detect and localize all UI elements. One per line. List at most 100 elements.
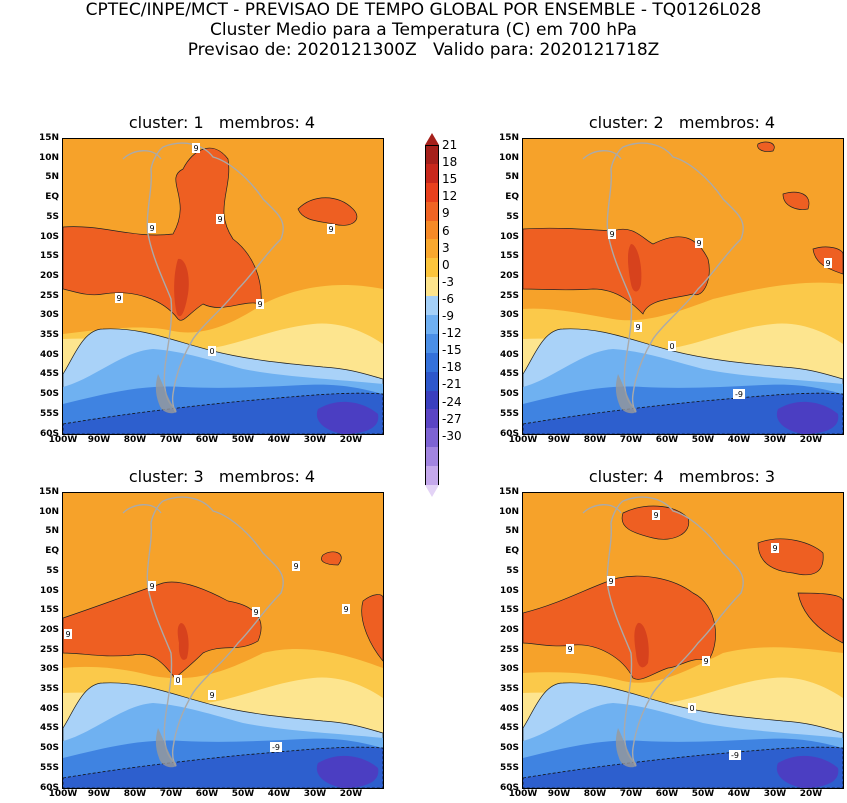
colorbar-swatch	[425, 163, 439, 183]
temp-band-minus12-minus9	[523, 746, 843, 788]
lon-tick-label: 50W	[691, 789, 715, 799]
contour-label: 9	[634, 322, 642, 332]
colorbar-swatch	[425, 409, 439, 429]
lon-tick-label: 90W	[547, 789, 571, 799]
lat-tick-label: 10N	[498, 506, 519, 517]
temperature-map: 9 9 9 9 9 9 0	[63, 139, 383, 434]
lon-tick-label: 30W	[763, 435, 787, 445]
svg-text:-9: -9	[735, 390, 743, 399]
lat-tick-label: 35S	[499, 684, 519, 694]
lon-tick-label: 20W	[339, 789, 363, 799]
lon-tick-label: 50W	[231, 789, 255, 799]
svg-text:9: 9	[328, 225, 333, 234]
svg-text:9: 9	[209, 691, 214, 700]
temp-band-12-15	[634, 622, 649, 668]
svg-text:9: 9	[567, 645, 572, 654]
lat-tick-label: 55S	[39, 408, 59, 419]
svg-text:0: 0	[669, 342, 674, 351]
colorbar-swatch	[425, 145, 439, 164]
lat-tick-label: 25S	[499, 290, 519, 301]
lat-tick-label: 20S	[39, 624, 59, 635]
lat-tick-label: 15N	[498, 487, 519, 497]
contour-label: 9	[148, 223, 156, 233]
lat-tick-label: 10S	[499, 231, 519, 242]
colorbar-swatch	[425, 258, 439, 278]
colorbar-label: 15	[442, 172, 458, 187]
colorbar-swatch	[425, 182, 439, 202]
lon-tick-label: 80W	[123, 789, 147, 799]
svg-text:9: 9	[193, 144, 198, 153]
contour-label: 0	[668, 341, 676, 351]
lat-tick-label: 30S	[39, 664, 59, 675]
colorbar-label: -24	[442, 394, 462, 409]
lat-tick-label: 40S	[39, 703, 59, 714]
temperature-map: 9 9 9 9 9 0 -9	[523, 493, 843, 788]
panel-title: cluster: 2 membros: 4	[588, 113, 776, 132]
lat-tick-label: 50S	[39, 743, 59, 754]
map-panel-cluster-1: 9 9 9 9 9 9 0	[62, 138, 384, 435]
lat-tick-label: EQ	[505, 546, 519, 557]
lat-tick-label: EQ	[45, 546, 59, 557]
contour-label: -9	[729, 750, 741, 760]
lat-tick-label: 40S	[499, 349, 519, 360]
lat-tick-label: 20S	[499, 624, 519, 635]
patagonia-landmass	[615, 728, 637, 768]
colorbar-bottom-arrow	[425, 485, 439, 498]
lon-tick-label: 100W	[508, 435, 538, 445]
lon-tick-label: 20W	[799, 435, 823, 445]
svg-text:9: 9	[653, 511, 658, 520]
temp-band-12-15	[174, 258, 189, 317]
patagonia-landmass	[155, 374, 177, 414]
colorbar-swatch	[425, 277, 439, 297]
colorbar-label: -18	[442, 360, 462, 375]
svg-text:9: 9	[149, 224, 154, 233]
temp-band-9-12	[63, 551, 383, 679]
lat-tick-label: 10N	[38, 506, 59, 517]
colorbar-swatch	[425, 466, 439, 486]
contour-label: 9	[566, 644, 574, 654]
lat-tick-label: 25S	[39, 290, 59, 301]
lat-tick-label: 20S	[39, 270, 59, 281]
colorbar-label: 21	[442, 138, 458, 152]
lon-tick-label: 40W	[267, 435, 291, 445]
svg-text:9: 9	[116, 294, 121, 303]
lon-tick-label: 90W	[87, 435, 111, 445]
temperature-map: 9 9 9 9 9 0 9 -9	[63, 493, 383, 788]
svg-text:0: 0	[209, 347, 214, 356]
continent-outline	[582, 496, 744, 767]
contour-label: 9	[148, 581, 156, 591]
map-panel-cluster-2: 9 9 9 9 0 -9	[522, 138, 844, 435]
colorbar-swatch	[425, 296, 439, 316]
lat-tick-label: 10N	[498, 152, 519, 163]
colorbar-label: -9	[442, 309, 454, 323]
svg-text:9: 9	[217, 215, 222, 224]
colorbar-swatch	[425, 352, 439, 372]
contour-label: 9	[256, 299, 264, 309]
lon-tick-label: 70W	[159, 435, 183, 445]
colorbar-swatch	[425, 239, 439, 259]
lon-tick-label: 60W	[655, 789, 679, 799]
lat-tick-label: 5S	[46, 211, 59, 222]
svg-text:0: 0	[175, 676, 180, 685]
patagonia-landmass	[615, 374, 637, 414]
lon-tick-label: 60W	[195, 435, 219, 445]
contour-label: 0	[174, 675, 182, 685]
colorbar-swatch	[425, 390, 439, 410]
lat-tick-label: 45S	[499, 369, 519, 380]
header-dates: Previsao de: 2020121300Z Valido para: 20…	[187, 40, 660, 60]
lat-tick-label: 20S	[499, 270, 519, 281]
lat-tick-label: 10S	[499, 585, 519, 596]
lon-tick-label: 100W	[508, 789, 538, 799]
svg-text:9: 9	[149, 582, 154, 591]
colorbar-label: -21	[442, 377, 462, 392]
contour-label: 0	[688, 703, 696, 713]
temp-band-9-12	[63, 147, 358, 321]
colorbar-label: -15	[442, 343, 462, 358]
lat-tick-label: 40S	[499, 703, 519, 714]
colorbar-swatch	[425, 371, 439, 391]
lon-tick-label: 20W	[339, 435, 363, 445]
continent-outline	[122, 142, 284, 413]
colorbar-swatch	[425, 333, 439, 353]
colorbar-swatch	[425, 315, 439, 334]
colorbar-label: 12	[442, 189, 458, 204]
